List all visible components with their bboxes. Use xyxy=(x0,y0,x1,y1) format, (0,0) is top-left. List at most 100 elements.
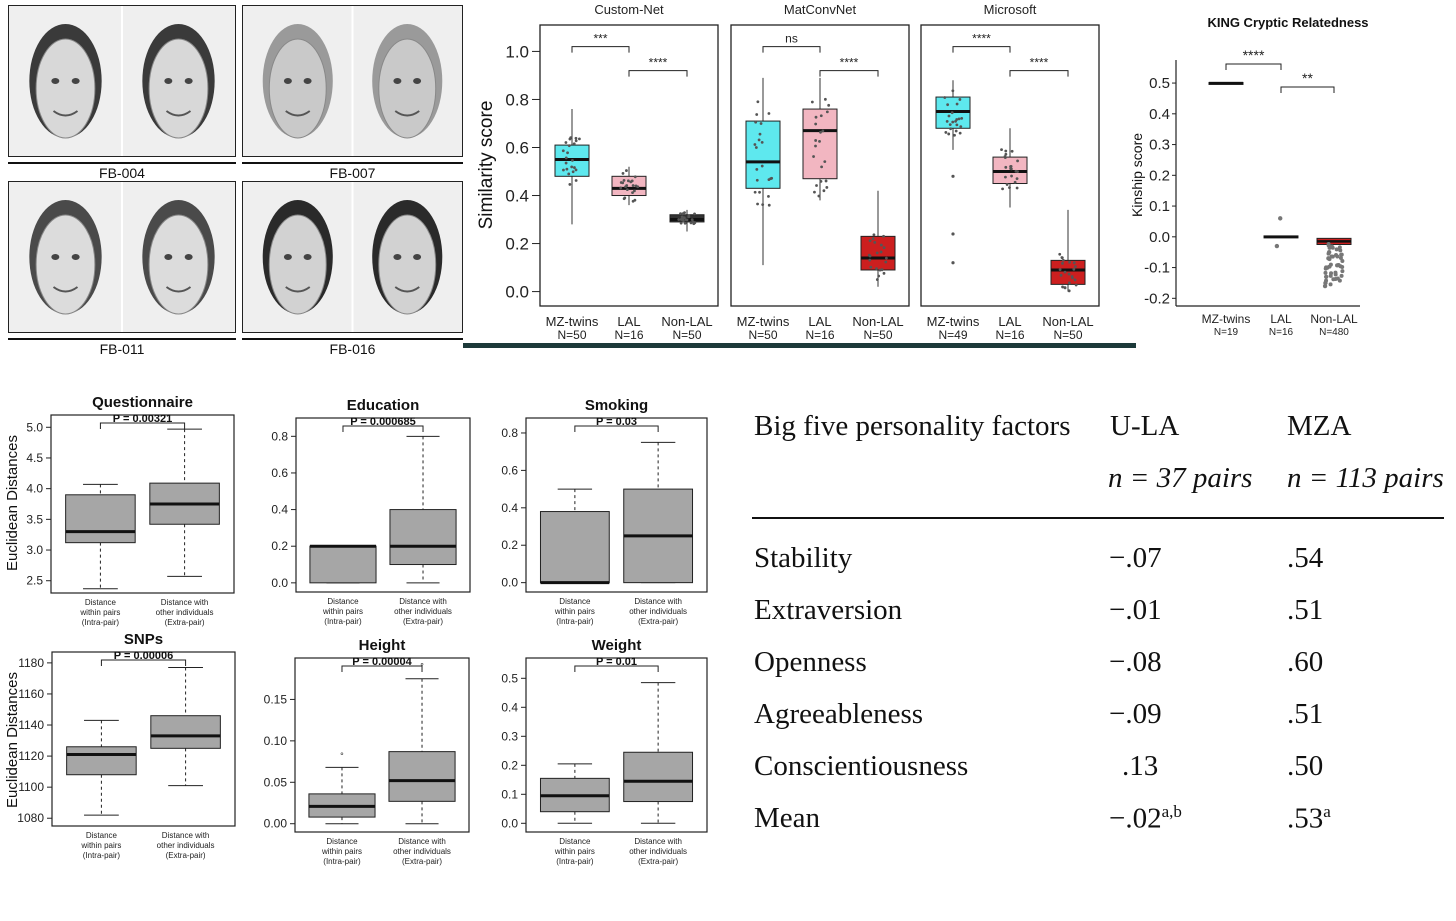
euclid-panel-frame xyxy=(51,651,236,827)
data-point xyxy=(825,186,829,189)
significance-label: **** xyxy=(649,56,668,70)
data-point xyxy=(566,151,569,155)
significance-label: **** xyxy=(972,32,991,46)
data-point xyxy=(1058,268,1062,271)
photo-graphic xyxy=(9,182,235,332)
box-mz-twins xyxy=(745,120,781,189)
data-point xyxy=(681,212,685,216)
king-data-point xyxy=(1334,247,1339,252)
significance-bracket xyxy=(1009,70,1069,77)
bigfive-factor: Extraversion xyxy=(754,594,903,626)
euclid-xtick-label: (Extra-pair) xyxy=(402,857,442,866)
euclid-xtick-label: Distance with xyxy=(161,598,209,607)
eye-shape xyxy=(413,78,422,84)
euclid-ytick-label: 0.8 xyxy=(271,429,288,443)
king-data-point xyxy=(1329,254,1334,259)
euclid-xtick-label: within pairs xyxy=(79,608,120,617)
euclid-ytick-label: 1100 xyxy=(18,780,44,794)
king-xtick-label: LAL xyxy=(1270,312,1292,326)
data-point xyxy=(757,138,761,142)
euclid-panel-frame xyxy=(295,417,471,593)
euclid-xtick-label: Distance xyxy=(327,597,359,606)
euclid-ytick-label: 0.0 xyxy=(271,576,288,590)
mouth-shape xyxy=(394,286,420,293)
data-point xyxy=(767,203,771,207)
box-lal xyxy=(611,175,647,197)
data-point xyxy=(947,114,951,118)
data-point xyxy=(562,168,565,172)
data-point xyxy=(1015,186,1019,190)
euclid-ytick-label: 0.10 xyxy=(264,734,288,748)
data-point xyxy=(761,203,765,207)
king-n-label: N=16 xyxy=(1269,327,1294,338)
euclid-ytick-label: 1080 xyxy=(17,811,44,825)
data-point xyxy=(958,98,962,101)
data-point xyxy=(871,237,875,241)
euclid-panel-title: Questionnaire xyxy=(92,394,193,411)
data-point xyxy=(767,112,771,115)
euclid-ytick-label: 3.0 xyxy=(26,543,43,557)
bigfive-table: Big five personality factors U-LA MZA n … xyxy=(752,400,1446,870)
data-point xyxy=(633,189,636,193)
euclid-xtick-label: (Intra-pair) xyxy=(556,617,594,626)
data-point xyxy=(574,179,578,182)
data-point xyxy=(574,139,578,143)
data-point xyxy=(1061,258,1065,262)
similarity-xtick-label: MZ-twins xyxy=(546,314,599,329)
mouth-shape xyxy=(52,286,79,293)
bigfive-factor: Mean xyxy=(754,802,821,834)
king-data-point xyxy=(1339,252,1344,257)
euclid-panel-frame xyxy=(50,414,235,594)
data-point xyxy=(823,160,827,164)
mouth-shape xyxy=(285,110,311,117)
data-point xyxy=(626,179,630,183)
data-point xyxy=(636,185,640,189)
similarity-ytick-label: 0.8 xyxy=(505,90,529,109)
euclid-xtick-label: within pairs xyxy=(554,607,595,616)
bigfive-col-ula-n: n = 37 pairs xyxy=(1108,462,1253,494)
data-point xyxy=(691,220,695,224)
data-point xyxy=(1004,149,1008,153)
euclid-ytick-label: 0.15 xyxy=(264,692,288,706)
similarity-chart: Similarity score 1.0 0.8 0.6 0.4 0.2 0.0 Cust… xyxy=(463,2,1136,348)
euclid-box xyxy=(66,746,137,776)
data-point xyxy=(879,250,883,254)
king-xtick-label: MZ-twins xyxy=(1202,312,1251,326)
data-point xyxy=(625,188,629,192)
mouth-shape xyxy=(165,286,192,293)
data-point xyxy=(570,165,574,169)
data-point xyxy=(960,116,964,120)
significance-bracket xyxy=(819,70,879,77)
data-point xyxy=(1004,175,1007,179)
euclid-ytick-label: 0.6 xyxy=(271,466,288,480)
eye-shape xyxy=(184,254,193,260)
data-point xyxy=(955,118,959,121)
data-point xyxy=(683,221,687,225)
similarity-panel-title: Custom-Net xyxy=(594,2,664,17)
king-n-label: N=480 xyxy=(1319,327,1349,338)
data-point xyxy=(633,175,637,179)
king-n-label: N=19 xyxy=(1214,327,1239,338)
euclid-box xyxy=(389,509,457,566)
data-point xyxy=(1013,180,1017,184)
photo-caption: FB-004 xyxy=(8,162,236,181)
photo-caption: FB-016 xyxy=(242,338,463,357)
eye-shape xyxy=(71,254,80,260)
euclid-ytick-label: 0.00 xyxy=(264,817,288,831)
euclid-p-value: P = 0.00004 xyxy=(352,656,412,668)
data-point xyxy=(1072,261,1076,265)
significance-label: *** xyxy=(593,32,607,46)
data-point xyxy=(959,125,963,129)
king-data-point xyxy=(1328,273,1333,278)
bigfive-ula-value: −.08 xyxy=(1109,646,1162,678)
king-data-point xyxy=(1334,252,1339,257)
data-point xyxy=(825,110,829,114)
euclid-xtick-label: (Extra-pair) xyxy=(638,617,678,626)
data-point xyxy=(755,113,759,116)
data-point xyxy=(1067,289,1071,293)
data-point xyxy=(572,142,576,146)
eye-shape xyxy=(51,254,60,260)
king-ytick-label: 0.0 xyxy=(1149,229,1170,246)
euclid-xtick-label: other individuals xyxy=(629,847,687,856)
significance-bracket xyxy=(571,46,630,53)
